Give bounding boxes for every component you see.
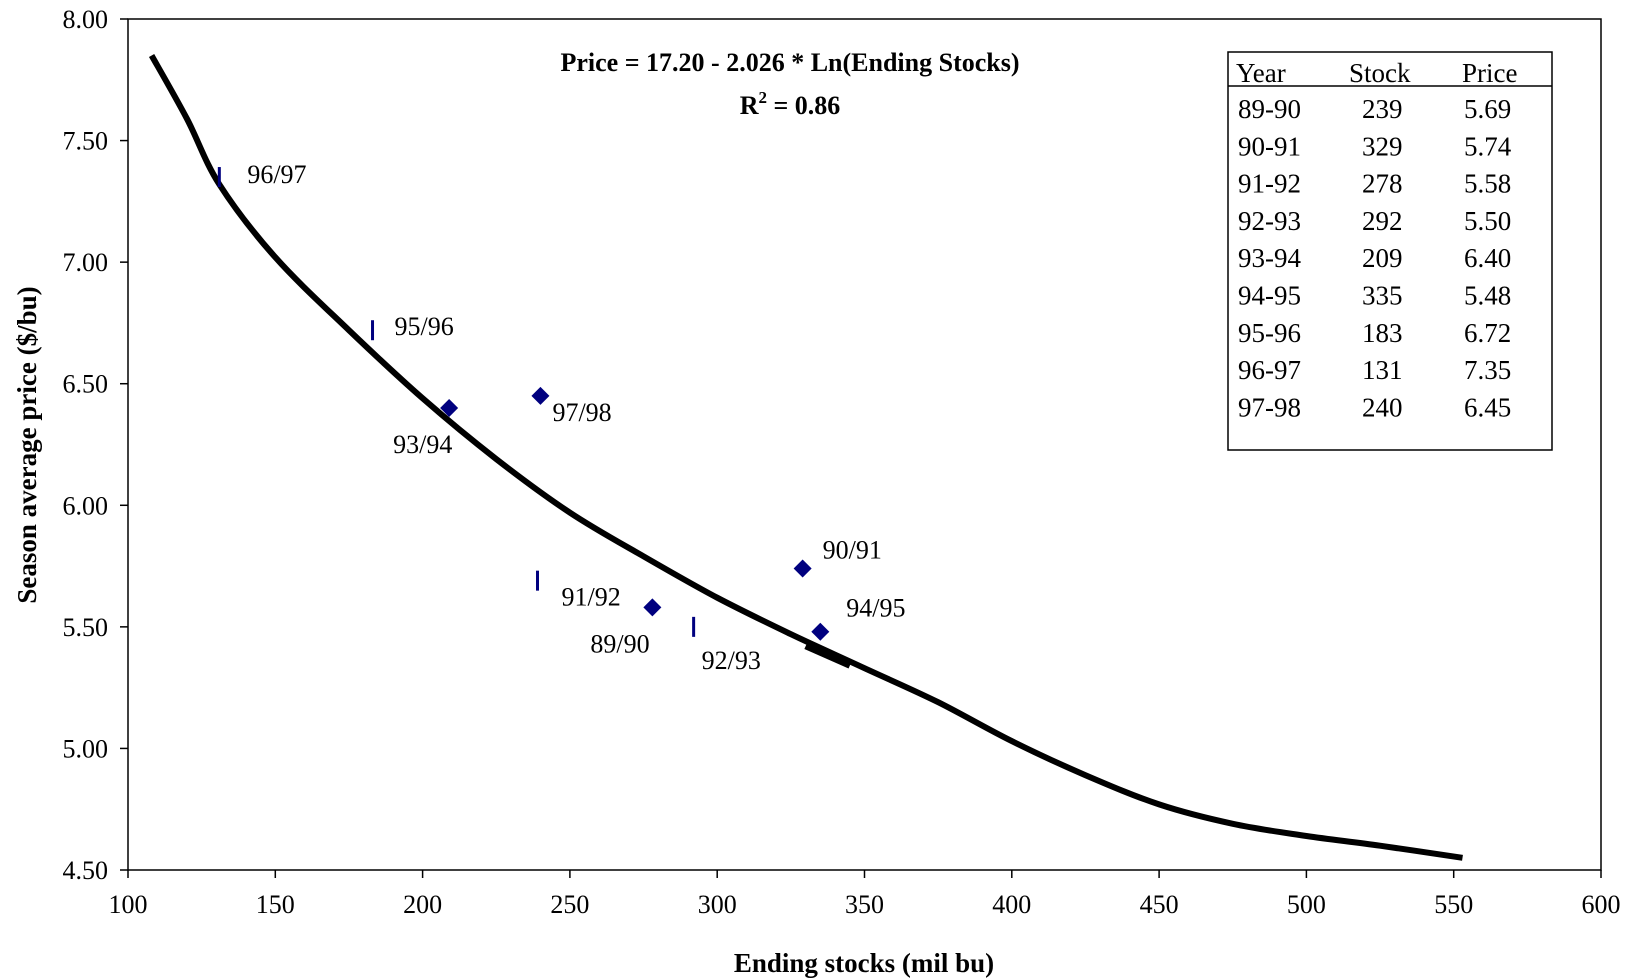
table-header-cell: Price: [1462, 58, 1517, 88]
table-cell: 5.69: [1464, 94, 1511, 124]
y-tick-label: 5.00: [63, 734, 109, 763]
table-cell: 6.72: [1464, 318, 1511, 348]
table-cell: 96-97: [1238, 355, 1301, 385]
table-cell: 335: [1362, 281, 1403, 311]
x-tick-label: 250: [550, 890, 589, 919]
table-header-cell: Stock: [1349, 58, 1411, 88]
data-point-marker: [793, 559, 812, 578]
table-cell: 91-92: [1238, 169, 1301, 199]
data-point-label: 89/90: [590, 629, 649, 658]
data-point-marker: [643, 598, 662, 617]
x-tick-label: 500: [1287, 890, 1326, 919]
table-cell: 240: [1362, 392, 1403, 422]
x-tick-label: 350: [845, 890, 884, 919]
table-cell: 131: [1362, 355, 1403, 385]
table-cell: 329: [1362, 131, 1403, 161]
trend-curve: [148, 54, 1463, 861]
data-point-label: 90/91: [823, 536, 882, 565]
y-tick-label: 7.00: [63, 248, 109, 277]
y-tick-label: 7.50: [63, 127, 109, 156]
table-cell: 6.45: [1464, 392, 1511, 422]
table-cell: 89-90: [1238, 94, 1301, 124]
data-table: Year Stock Price 89-90 239 5.69 90-91 329 5.74 91…: [1227, 51, 1553, 451]
table-header-cell: Year: [1236, 58, 1286, 88]
table-cell: 292: [1362, 206, 1403, 236]
table-cell: 94-95: [1238, 281, 1301, 311]
table-cell: 90-91: [1238, 131, 1301, 161]
x-tick-label: 100: [109, 890, 148, 919]
table-cell: 97-98: [1238, 392, 1301, 422]
data-table-border: [1227, 51, 1553, 451]
y-tick-label: 8.00: [63, 5, 109, 34]
x-tick-label: 450: [1140, 890, 1179, 919]
x-tick-label: 300: [698, 890, 737, 919]
x-tick-label: 600: [1582, 890, 1621, 919]
x-tick-label: 550: [1434, 890, 1473, 919]
data-point-marker: [811, 622, 830, 641]
data-point-label: 97/98: [552, 398, 611, 427]
y-axis-title: Season average price ($/bu): [12, 286, 42, 603]
data-point-label: 93/94: [393, 430, 452, 459]
table-cell: 5.58: [1464, 169, 1511, 199]
data-point-marker: [531, 386, 550, 405]
x-tick-label: 150: [256, 890, 295, 919]
x-tick-label: 200: [403, 890, 442, 919]
table-cell: 239: [1362, 94, 1403, 124]
table-cell: 93-94: [1238, 243, 1301, 273]
table-cell: 6.40: [1464, 243, 1511, 273]
y-tick-label: 4.50: [63, 856, 109, 885]
table-cell: 5.74: [1464, 131, 1512, 161]
x-axis-title: Ending stocks (mil bu): [734, 948, 994, 978]
table-cell: 92-93: [1238, 206, 1301, 236]
data-point-label: 96/97: [247, 160, 306, 189]
y-axis: 4.50 5.00 5.50 6.00 6.50 7.00 7.50 8.00: [63, 5, 128, 885]
data-points: 89/90 90/91 91/92 92/93 93/94 94/95 95/96 96/97…: [217, 160, 906, 675]
table-cell: 95-96: [1238, 318, 1301, 348]
y-tick-label: 6.50: [63, 370, 109, 399]
data-point-label: 94/95: [846, 594, 905, 623]
table-cell: 278: [1362, 169, 1403, 199]
r-squared-text: R2 = 0.86: [740, 88, 841, 120]
y-tick-label: 5.50: [63, 613, 109, 642]
y-tick-label: 6.00: [63, 491, 109, 520]
data-point-label: 91/92: [561, 583, 620, 612]
x-axis: 100 150 200 250 300 350 400 450 500 550 600: [109, 870, 1621, 919]
table-cell: 209: [1362, 243, 1403, 273]
table-cell: 7.35: [1464, 355, 1511, 385]
table-cell: 5.48: [1464, 281, 1511, 311]
table-cell: 5.50: [1464, 206, 1511, 236]
fit-segment: [804, 643, 851, 669]
x-tick-label: 400: [992, 890, 1031, 919]
data-point-marker: [440, 399, 459, 418]
data-point-label: 92/93: [702, 646, 761, 675]
data-point-label: 95/96: [395, 312, 454, 341]
equation-text: Price = 17.20 - 2.026 * Ln(Ending Stocks…: [561, 48, 1020, 77]
table-cell: 183: [1362, 318, 1403, 348]
